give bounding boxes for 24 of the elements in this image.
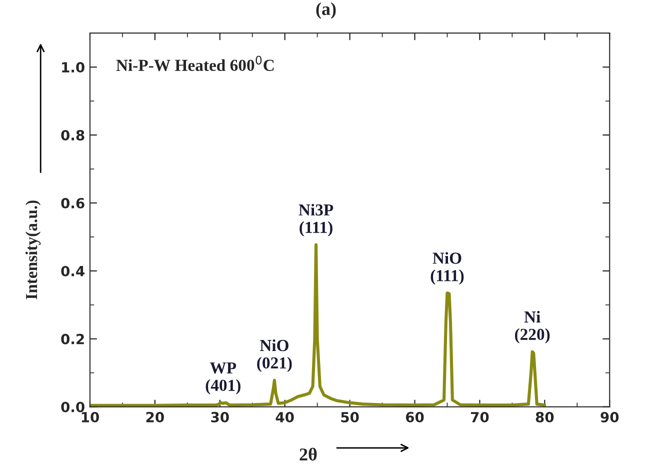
y-tick-label: 0.4: [61, 266, 84, 276]
x-tick-label: 80: [536, 412, 554, 422]
x-tick-label: 20: [146, 412, 164, 422]
x-tick-label: 60: [406, 412, 424, 422]
x-axis-title: 2θ: [300, 448, 317, 461]
x-tick-label: 40: [276, 412, 294, 422]
y-tick-label: 0.6: [61, 198, 84, 208]
y-tick-label: 0.2: [61, 334, 84, 344]
annotation: Ni-P-W Heated 600$^{0}$C: [116, 56, 274, 72]
y-tick-label: 1.0: [62, 62, 84, 73]
x-tick-label: 10: [82, 412, 99, 422]
chart-title: (a): [316, 2, 336, 19]
x-tick-label: 30: [211, 412, 229, 422]
annotation: Ni (220): [515, 310, 550, 344]
y-tick-label: 0.8: [61, 130, 84, 140]
annotation: WP (401): [206, 362, 240, 394]
annotation: NiO (111): [430, 252, 464, 285]
x-tick-label: 50: [341, 412, 359, 422]
y-tick-label: 0.0: [61, 402, 84, 412]
annotation: NiO (021): [257, 339, 292, 372]
x-tick-label: 70: [470, 412, 489, 422]
y-axis-title: Intensity(a.u.): [25, 200, 41, 300]
annotation: Ni3P (111): [298, 204, 334, 236]
x-tick-label: 90: [600, 412, 619, 422]
